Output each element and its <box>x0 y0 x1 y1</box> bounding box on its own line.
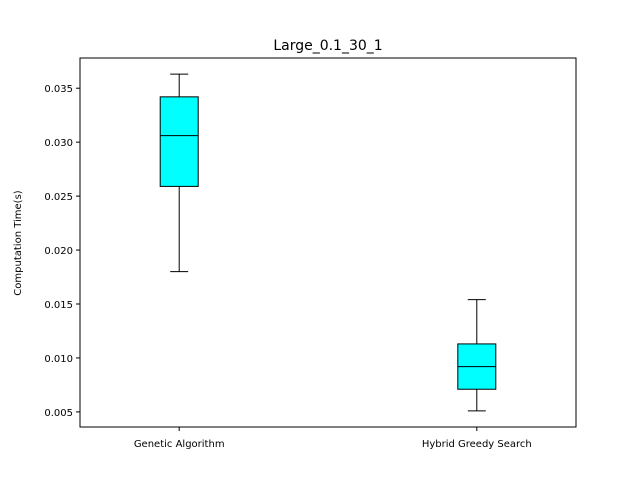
y-axis-label: Computation Time(s) <box>13 190 24 295</box>
y-axis: 0.005 0.010 0.015 0.020 0.025 0.030 0.035 <box>44 84 80 419</box>
y-tick-label: 0.020 <box>44 246 73 257</box>
x-axis: Genetic Algorithm Hybrid Greedy Search <box>134 427 532 450</box>
y-tick-label: 0.005 <box>44 408 73 419</box>
y-tick-label: 0.035 <box>44 84 73 95</box>
y-tick-label: 0.015 <box>44 300 73 311</box>
box-group <box>457 299 497 412</box>
y-tick-label: 0.025 <box>44 192 73 203</box>
box-series <box>159 73 497 412</box>
y-tick-label: 0.010 <box>44 354 73 365</box>
y-tick-label: 0.030 <box>44 138 73 149</box>
x-tick-label: Hybrid Greedy Search <box>422 439 532 450</box>
box-group <box>159 73 199 273</box>
chart-title: Large_0.1_30_1 <box>273 38 382 54</box>
x-tick-label: Genetic Algorithm <box>134 439 225 450</box>
plot-area-frame <box>79 57 577 428</box>
iqr-box <box>159 96 199 187</box>
